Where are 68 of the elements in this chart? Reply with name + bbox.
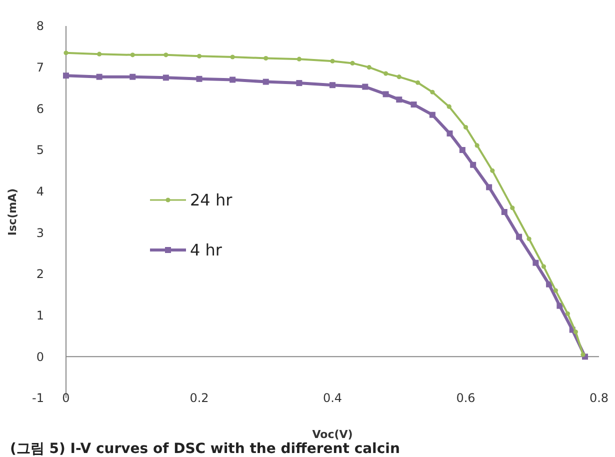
point xyxy=(230,54,235,60)
point xyxy=(262,78,269,85)
point xyxy=(296,56,302,62)
point xyxy=(446,130,453,136)
point xyxy=(470,162,476,168)
x-tick-label: 0 xyxy=(62,391,70,405)
x-tick-label: 0.4 xyxy=(322,391,342,405)
x-tick-label: 0.6 xyxy=(456,391,476,405)
point xyxy=(196,76,202,82)
point xyxy=(565,311,570,316)
legend-label: 24 hr xyxy=(190,190,233,210)
y-tick-label: 2 xyxy=(36,267,44,282)
point xyxy=(541,264,546,269)
point xyxy=(350,60,355,66)
point xyxy=(429,112,436,118)
point xyxy=(501,209,508,215)
point xyxy=(366,65,372,70)
y-tick-label: 5 xyxy=(36,143,44,158)
point xyxy=(63,72,69,79)
point xyxy=(130,74,136,80)
x-tick-label: 0.2 xyxy=(190,391,209,405)
point xyxy=(296,80,302,86)
y-tick-label: 6 xyxy=(36,102,44,116)
y-tick-label: 0 xyxy=(36,350,44,364)
point xyxy=(362,84,368,90)
point xyxy=(526,236,532,242)
point xyxy=(415,80,420,85)
point xyxy=(382,91,389,98)
point xyxy=(396,74,402,80)
point xyxy=(532,260,539,266)
point xyxy=(446,104,452,109)
point xyxy=(553,288,558,293)
point xyxy=(510,206,515,210)
point xyxy=(196,54,202,58)
y-tick-label: 4 xyxy=(36,184,44,199)
point xyxy=(164,52,168,58)
y-tick-label: 3 xyxy=(36,226,44,240)
point xyxy=(396,96,402,103)
point xyxy=(330,82,336,88)
y-tick-label: -1 xyxy=(32,391,44,406)
y-tick-label: 7 xyxy=(36,60,44,75)
point xyxy=(516,234,522,240)
x-axis-title: Voc(V) xyxy=(312,428,353,441)
point xyxy=(162,74,169,81)
point xyxy=(459,147,466,153)
point xyxy=(330,58,335,64)
point xyxy=(96,74,102,80)
point xyxy=(430,90,435,94)
point xyxy=(384,71,388,76)
y-tick-label: 8 xyxy=(36,19,44,34)
point xyxy=(580,352,586,357)
point xyxy=(486,184,492,190)
point xyxy=(130,52,135,58)
x-tick-label: 0.8 xyxy=(589,391,609,405)
point xyxy=(463,124,468,130)
point xyxy=(573,330,578,334)
point xyxy=(410,102,417,108)
point xyxy=(230,76,236,83)
point xyxy=(264,56,268,61)
point xyxy=(64,50,68,56)
y-axis-title: Isc(mA) xyxy=(6,188,19,236)
point xyxy=(97,52,102,56)
point xyxy=(474,143,480,148)
legend-label: 4 hr xyxy=(190,240,222,260)
point xyxy=(490,168,495,173)
point xyxy=(556,302,563,309)
y-tick-label: 1 xyxy=(36,308,44,323)
text: (그림 5) I-V curves of DSC with the different calcin xyxy=(10,441,400,457)
